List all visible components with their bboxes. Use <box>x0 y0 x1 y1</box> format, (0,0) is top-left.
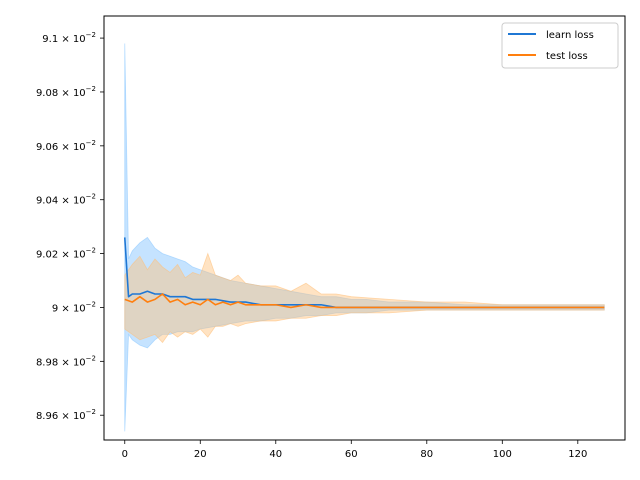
y-tick-label: 9.02 × 10−2 <box>36 247 96 261</box>
x-tick-label: 20 <box>194 449 207 460</box>
legend-label-learn-loss: learn loss <box>546 30 594 41</box>
band-test-loss <box>124 252 605 344</box>
confidence-bands <box>124 43 605 432</box>
y-axis: 8.96 × 10−2 8.98 × 10−2 9 × 10−2 9.02 × 10−… <box>36 31 104 422</box>
y-tick-label: 9.06 × 10−2 <box>36 139 96 153</box>
y-tick-label: 9.04 × 10−2 <box>36 193 96 207</box>
x-tick-label: 60 <box>345 449 358 460</box>
legend: learn loss test loss <box>501 22 619 69</box>
plot-area-frame <box>103 15 626 441</box>
y-tick-label: 9 × 10−2 <box>52 300 96 314</box>
line-test-loss <box>124 293 605 309</box>
y-tick-label: 8.98 × 10−2 <box>36 354 96 368</box>
y-tick-label: 8.96 × 10−2 <box>36 408 96 422</box>
series-lines <box>123 237 605 309</box>
x-tick-label: 0 <box>122 449 128 460</box>
x-tick-label: 40 <box>269 449 282 460</box>
y-tick-label: 9.08 × 10−2 <box>36 85 96 99</box>
x-tick-label: 100 <box>493 449 512 460</box>
y-tick-label: 9.1 × 10−2 <box>42 31 96 45</box>
band-learn-loss <box>124 43 605 432</box>
x-tick-label: 80 <box>420 449 433 460</box>
x-tick-label: 120 <box>568 449 587 460</box>
x-axis: 0 20 40 60 80 100 120 <box>122 440 587 460</box>
legend-label-test-loss: test loss <box>546 51 588 62</box>
